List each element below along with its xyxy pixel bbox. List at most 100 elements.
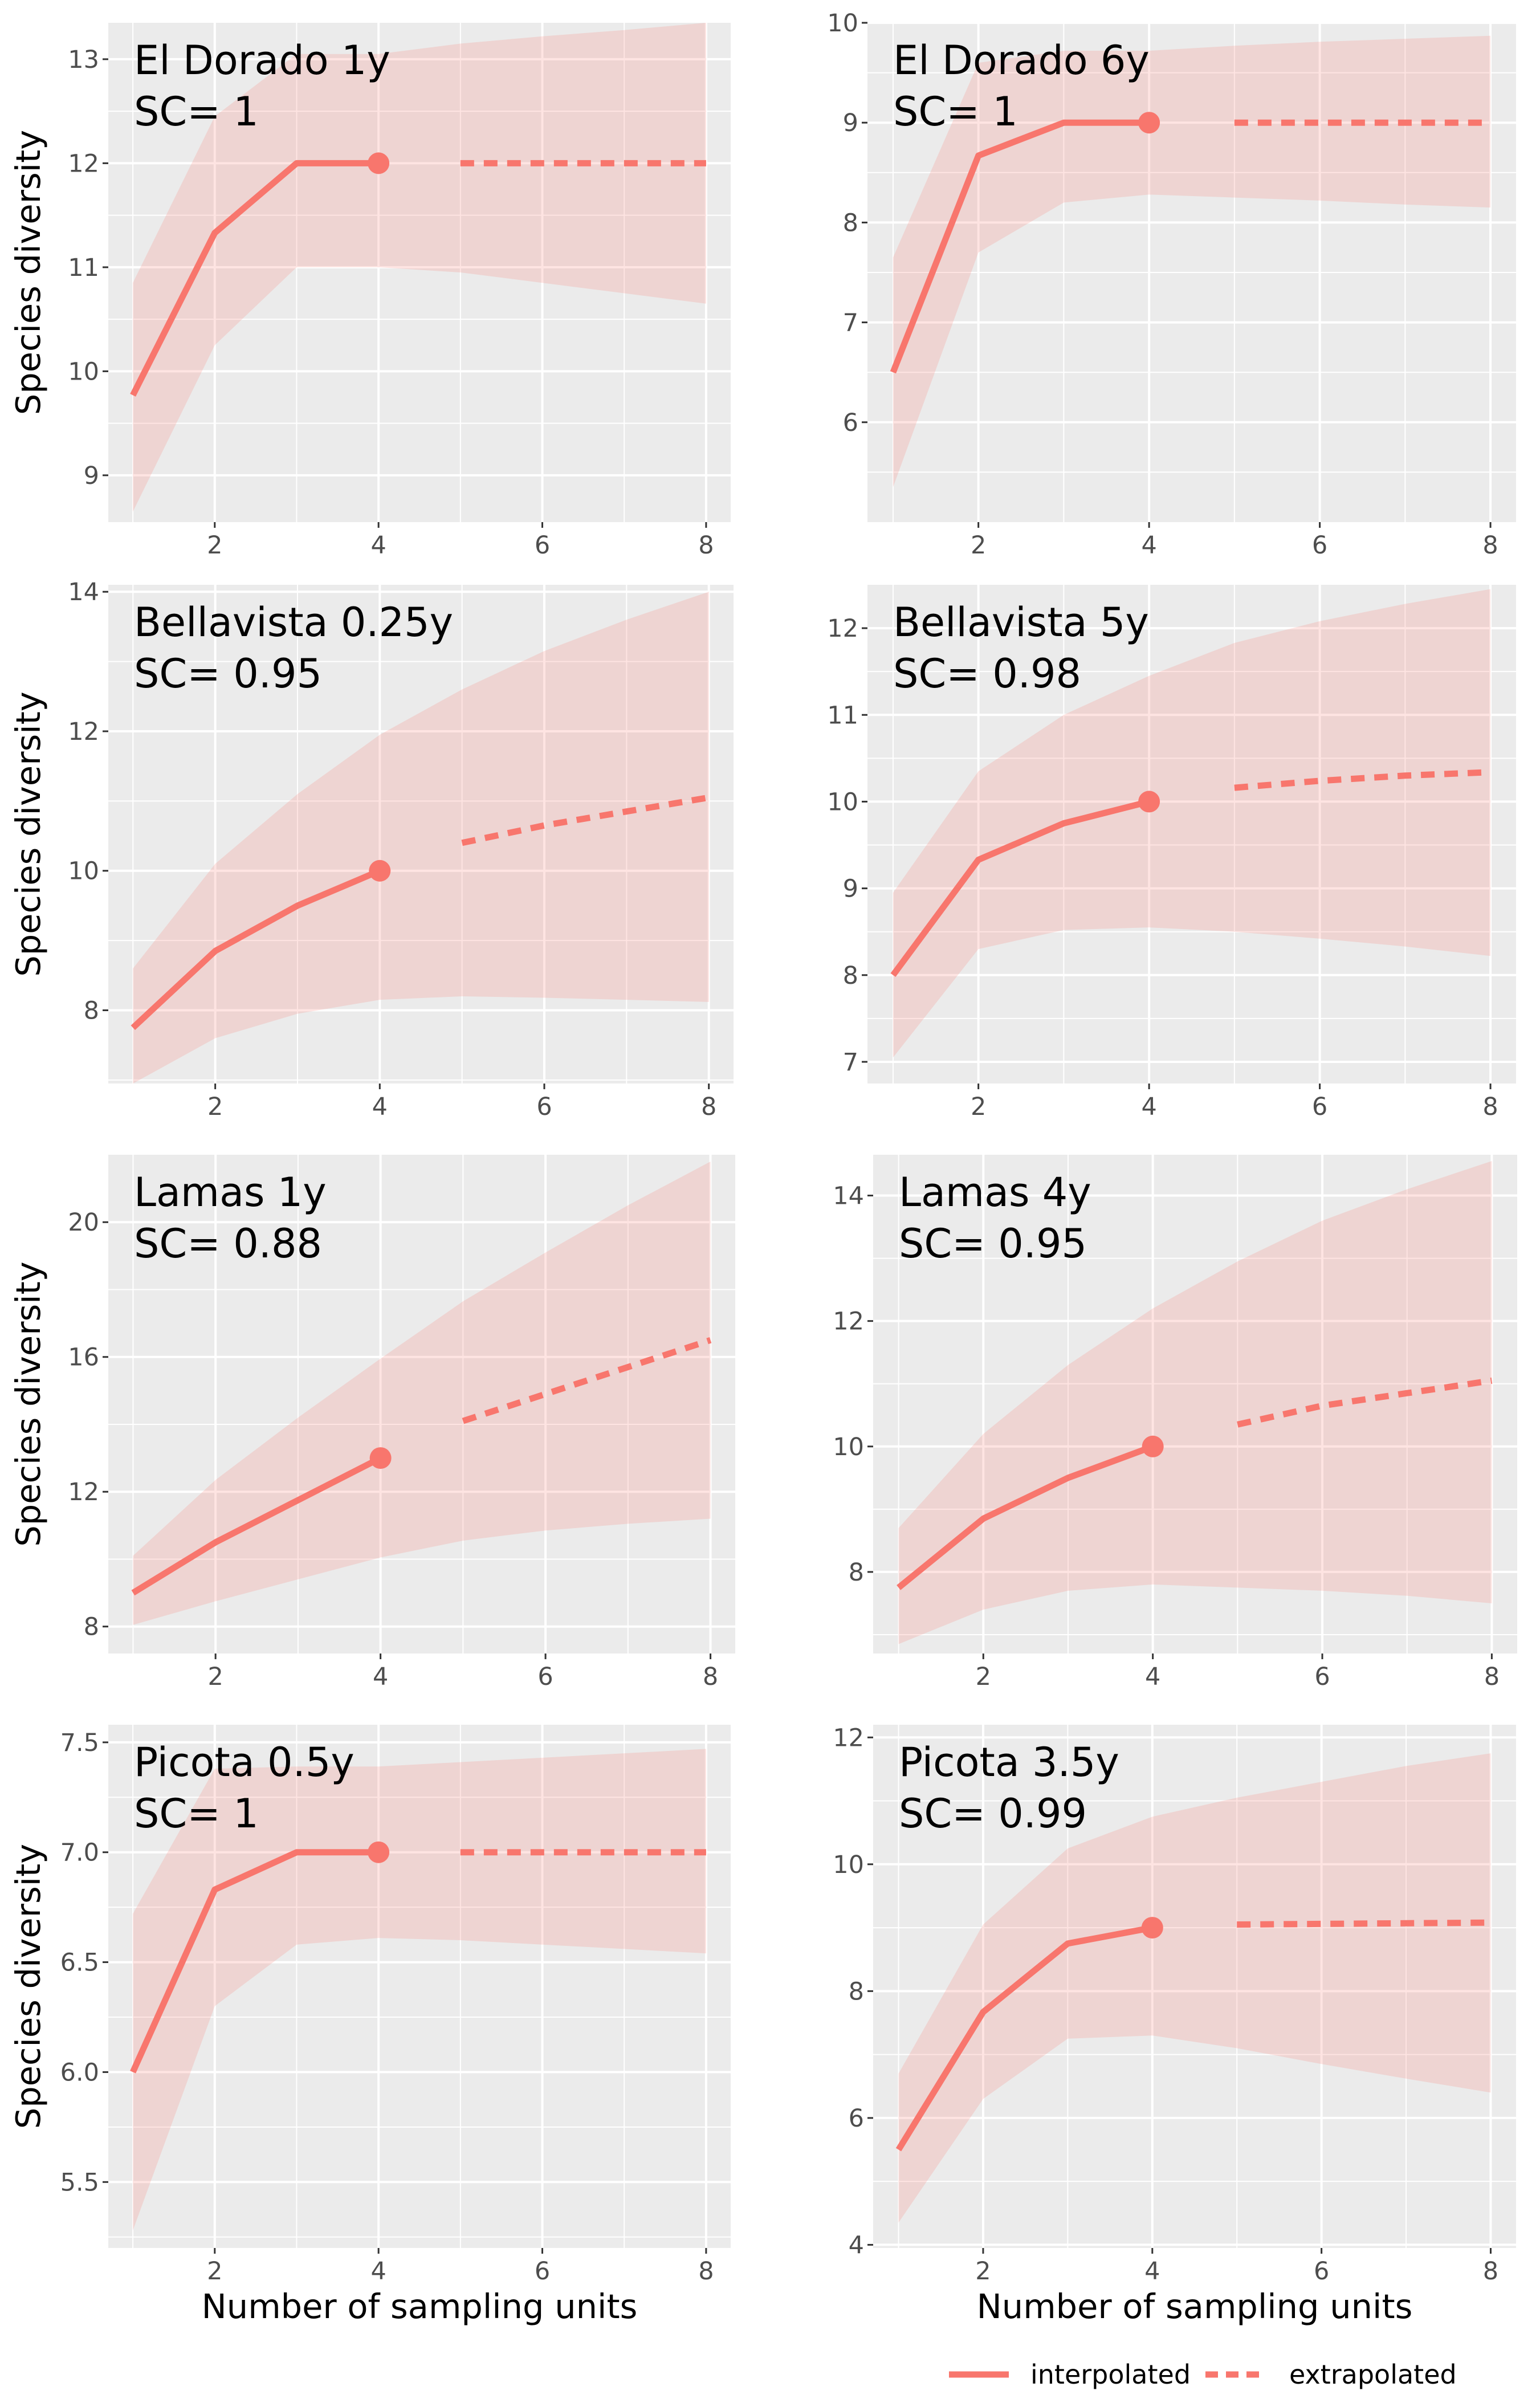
panel-subtitle: SC= 0.95 <box>134 650 322 697</box>
x-tick-label: 8 <box>701 1093 716 1121</box>
x-tick-label: 4 <box>372 1093 388 1121</box>
y-tick-label: 8 <box>849 1977 864 2006</box>
y-tick-label: 8 <box>843 209 858 237</box>
y-tick-label: 8 <box>84 1613 99 1642</box>
y-tick-label: 10 <box>827 9 858 38</box>
y-tick-label: 5.5 <box>60 2168 99 2197</box>
y-tick-label: 10 <box>68 357 99 386</box>
y-tick-label: 16 <box>68 1343 99 1372</box>
panel-background <box>873 1725 1516 2248</box>
x-tick-label: 8 <box>703 1663 718 1691</box>
y-tick-label: 9 <box>843 109 858 137</box>
y-axis-title: Species diversity <box>9 691 48 976</box>
confidence-ribbon <box>133 23 706 512</box>
x-tick-label: 6 <box>535 2257 550 2286</box>
panel-subtitle: SC= 0.88 <box>134 1220 322 1267</box>
y-tick-label: 6.5 <box>60 1949 99 1977</box>
y-tick-label: 10 <box>833 1433 864 1461</box>
y-tick-label: 6.0 <box>60 2058 99 2087</box>
legend-extrapolated-label: extrapolated <box>1289 2359 1457 2390</box>
x-tick-label: 6 <box>535 531 550 560</box>
y-tick-label: 14 <box>833 1182 864 1211</box>
y-tick-label: 6 <box>849 2104 864 2133</box>
y-tick-label: 11 <box>68 254 99 282</box>
y-tick-label: 4 <box>849 2231 864 2259</box>
y-tick-label: 9 <box>843 875 858 903</box>
y-tick-label: 7.0 <box>60 1839 99 1867</box>
interpolated-line <box>895 1924 1153 2152</box>
observed-point <box>369 1447 392 1469</box>
y-tick-label: 12 <box>68 718 99 746</box>
x-tick-label: 8 <box>1484 1663 1500 1691</box>
legend: interpolated extrapolated <box>949 2359 1457 2390</box>
panel-subtitle: SC= 1 <box>134 1790 259 1837</box>
x-tick-label: 8 <box>1482 531 1498 560</box>
y-tick-label: 12 <box>833 1308 864 1336</box>
panel-background <box>867 585 1516 1084</box>
x-tick-label: 2 <box>207 531 222 560</box>
y-tick-label: 9 <box>84 462 99 490</box>
y-tick-label: 12 <box>827 614 858 643</box>
x-tick-label: 4 <box>1144 2257 1160 2286</box>
y-axis-title: Species diversity <box>9 130 48 415</box>
x-tick-label: 2 <box>971 531 986 560</box>
x-tick-label: 2 <box>207 2257 222 2286</box>
panel-background <box>108 1155 735 1653</box>
y-tick-label: 8 <box>849 1558 864 1587</box>
panel-background <box>873 1155 1517 1653</box>
observed-point <box>368 152 390 174</box>
x-tick-label: 6 <box>1312 1093 1327 1121</box>
y-tick-label: 10 <box>827 788 858 816</box>
x-tick-label: 4 <box>370 2257 386 2286</box>
x-tick-label: 4 <box>1141 1093 1156 1121</box>
interpolated-line <box>130 160 379 397</box>
y-tick-label: 7.5 <box>60 1729 99 1757</box>
x-tick-label: 2 <box>976 1663 991 1691</box>
y-axis-title: Species diversity <box>9 1844 48 2129</box>
interpolated-line <box>130 1849 379 2074</box>
x-tick-label: 6 <box>537 1663 553 1691</box>
y-tick-label: 6 <box>843 409 858 437</box>
y-tick-label: 14 <box>68 578 99 606</box>
x-tick-label: 4 <box>373 1663 388 1691</box>
legend-interpolated-label: interpolated <box>1030 2359 1191 2390</box>
y-tick-label: 12 <box>833 1724 864 1752</box>
panel-background <box>108 23 731 522</box>
panel-title: Lamas 4y <box>899 1169 1091 1216</box>
confidence-ribbon <box>898 1753 1491 2223</box>
panel-title: El Dorado 6y <box>893 37 1150 84</box>
panel-title: Bellavista 0.25y <box>134 599 453 646</box>
panel-title: El Dorado 1y <box>134 37 390 84</box>
extrapolated-line <box>462 1337 712 1424</box>
y-axis-title: Species diversity <box>9 1261 48 1546</box>
x-tick-label: 8 <box>1483 2257 1498 2286</box>
observed-point <box>369 860 391 882</box>
confidence-ribbon <box>893 35 1491 487</box>
panel-title: Bellavista 5y <box>893 599 1149 646</box>
y-tick-label: 7 <box>843 1048 858 1077</box>
y-tick-label: 10 <box>833 1851 864 1879</box>
x-tick-label: 2 <box>207 1663 223 1691</box>
interpolated-line <box>131 868 381 1031</box>
y-tick-label: 11 <box>827 701 858 730</box>
x-axis-title: Number of sampling units <box>202 2287 638 2326</box>
y-tick-label: 10 <box>68 857 99 886</box>
panel-subtitle: SC= 0.98 <box>893 650 1081 697</box>
panel-subtitle: SC= 0.95 <box>899 1220 1087 1267</box>
x-tick-label: 8 <box>698 531 714 560</box>
x-axis-title: Number of sampling units <box>977 2287 1413 2326</box>
panel-title: Picota 0.5y <box>134 1739 355 1786</box>
confidence-ribbon <box>133 592 709 1084</box>
y-tick-label: 20 <box>68 1208 99 1237</box>
observed-point <box>1141 1917 1163 1939</box>
x-tick-label: 2 <box>207 1093 223 1121</box>
observed-point <box>1138 791 1160 813</box>
